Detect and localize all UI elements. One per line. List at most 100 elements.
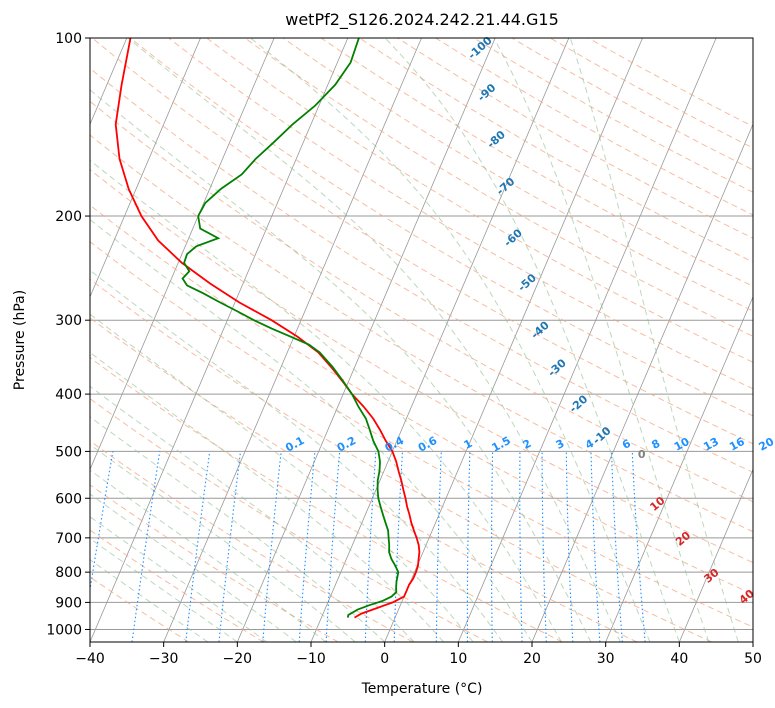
x-tick-label: 50 xyxy=(744,651,762,667)
dewpoint-line xyxy=(181,38,400,618)
moist-adiabat-label: 20 xyxy=(673,529,693,549)
dry-adiabat-line xyxy=(168,38,753,390)
mixing-ratio-line xyxy=(565,451,574,642)
isotherm-line xyxy=(678,468,753,642)
x-tick-label: −10 xyxy=(296,651,326,667)
x-tick-label: 10 xyxy=(449,651,467,667)
moist-adiabat-line xyxy=(90,416,386,642)
dry-adiabat-line xyxy=(90,204,753,595)
isotherm-line xyxy=(90,38,275,471)
moist-adiabat-line xyxy=(90,516,268,642)
x-tick-label: −30 xyxy=(149,651,179,667)
y-tick-label: 200 xyxy=(55,209,82,225)
dry-adiabat-line xyxy=(435,38,753,216)
dry-adiabat-line xyxy=(90,100,753,503)
dry-adiabat-label: -40 xyxy=(528,318,552,341)
moist-adiabat-label: 40 xyxy=(737,587,757,607)
mixing-ratio-line xyxy=(490,451,494,642)
isotherm-line xyxy=(531,123,753,642)
x-tick-label: 0 xyxy=(380,651,389,667)
mixing-ratio-label: 10 xyxy=(672,435,692,454)
dry-adiabat-line xyxy=(588,38,753,127)
y-tick-label: 600 xyxy=(55,491,82,507)
dry-adiabat-line xyxy=(90,317,638,642)
isotherm-line xyxy=(90,38,349,642)
dry-adiabat-line xyxy=(90,398,488,642)
x-tick-label: 20 xyxy=(523,651,541,667)
dry-adiabat-line xyxy=(90,529,264,642)
moist-adiabat-line xyxy=(90,159,562,642)
mixing-ratio-line xyxy=(218,451,242,642)
chart-title: wetPf2_S126.2024.242.21.44.G15 xyxy=(285,10,559,30)
y-tick-label: 100 xyxy=(55,31,82,47)
dry-adiabat-line xyxy=(90,169,753,564)
x-axis-title: Temperature (°C) xyxy=(361,681,483,697)
dry-adiabat-line xyxy=(282,38,753,312)
dry-adiabat-line xyxy=(206,38,753,363)
dry-adiabat-label: -90 xyxy=(475,81,499,104)
y-axis: 100 200 300 400 500 600 700 800 900 1000 xyxy=(46,31,90,638)
dry-adiabat-line xyxy=(511,38,753,171)
moist-adiabat-line xyxy=(127,38,621,642)
isotherm-line xyxy=(163,38,422,642)
moist-adiabat-line xyxy=(90,351,444,642)
dry-adiabat-line xyxy=(90,440,414,642)
dry-adiabat-line xyxy=(549,38,753,149)
y-tick-label: 900 xyxy=(55,595,82,611)
dry-adiabat-line xyxy=(359,38,753,263)
mixing-ratio-line xyxy=(519,451,523,642)
mixing-ratio-line xyxy=(364,451,377,642)
dry-adiabat-line xyxy=(90,241,753,628)
mixing-ratio-line xyxy=(262,451,282,642)
dry-adiabat-line xyxy=(90,278,712,642)
mixing-ratio-label: 16 xyxy=(727,435,747,454)
mixing-ratio-label: 8 xyxy=(649,437,662,452)
isotherm-line xyxy=(236,38,496,642)
dry-adiabat-label: -70 xyxy=(494,175,518,198)
x-tick-label: 40 xyxy=(670,651,688,667)
moist-adiabat-line xyxy=(90,269,503,642)
moist-adiabat-label: 10 xyxy=(647,494,667,514)
mixing-ratio-label: 6 xyxy=(620,437,633,452)
mixing-ratio-line xyxy=(435,451,442,642)
x-tick-label: 30 xyxy=(597,651,615,667)
dry-adiabat-label: -80 xyxy=(485,128,509,151)
moist-adiabat-line xyxy=(250,38,651,642)
x-tick-label: −20 xyxy=(223,651,253,667)
dry-adiabat-line xyxy=(130,38,753,417)
dry-adiabat-label: -30 xyxy=(545,356,569,379)
dry-adiabat-line xyxy=(90,357,563,642)
moist-adiabat-line xyxy=(493,38,710,642)
x-tick-label: −40 xyxy=(75,651,105,667)
y-tick-label: 800 xyxy=(55,565,82,581)
dry-adiabat-line xyxy=(91,38,753,445)
isotherm-line xyxy=(457,38,717,642)
x-axis: −40 −30 −20 −10 0 10 20 30 40 50 xyxy=(75,642,762,667)
lcl-marker: 0 xyxy=(638,448,646,461)
moist-adiabat-line xyxy=(384,38,680,642)
mixing-ratio-line xyxy=(90,451,114,594)
mixing-ratio-label: 20 xyxy=(757,435,775,454)
mixing-ratio-line xyxy=(131,451,161,642)
mixing-ratio-line xyxy=(185,451,211,642)
isotherm-line xyxy=(752,640,753,642)
mixing-ratio-line xyxy=(590,451,601,642)
mixing-ratio-line xyxy=(466,451,471,642)
moist-adiabat-line xyxy=(90,218,533,642)
y-tick-label: 400 xyxy=(55,387,82,403)
moist-adiabat-line xyxy=(90,493,297,642)
moist-adiabat-line xyxy=(90,559,209,642)
mixing-ratio-label: 13 xyxy=(701,435,721,454)
mixing-ratio-label: 2 xyxy=(521,437,534,452)
y-tick-label: 1000 xyxy=(46,622,82,638)
moist-adiabat-line xyxy=(90,469,327,642)
dry-adiabat-line xyxy=(90,484,339,642)
moist-adiabat-line xyxy=(569,38,739,642)
moist-adiabat-line xyxy=(90,537,238,642)
dry-adiabat-label: -60 xyxy=(501,226,525,249)
y-tick-label: 300 xyxy=(55,313,82,329)
isotherm-line xyxy=(384,38,643,642)
moist-adiabat-line xyxy=(90,313,474,642)
dry-adiabat-line xyxy=(90,134,753,533)
